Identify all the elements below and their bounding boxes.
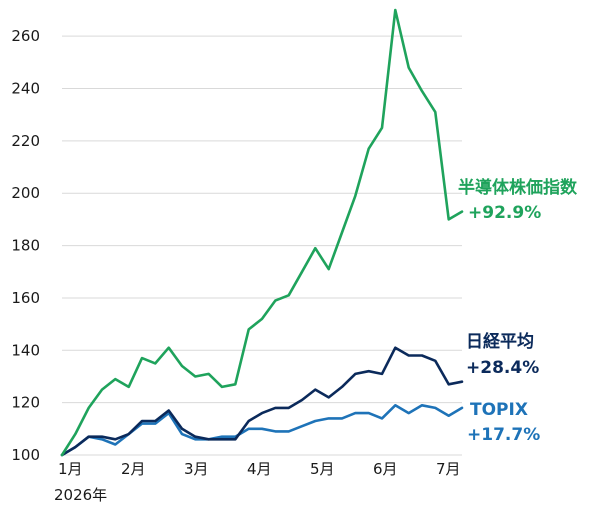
y-tick-200: 200 [11,184,40,202]
series-name-nikkei: 日経平均 [466,331,534,352]
label-topix: TOPIX +17.7% [467,400,540,445]
series-change-topix: +17.7% [467,425,540,445]
series-name-semiconductor: 半導体株価指数 [458,177,578,198]
y-tick-120: 120 [11,394,40,412]
series-layer [60,8,464,457]
x-tick-4: 4月 [247,460,272,478]
y-tick-180: 180 [11,237,40,255]
x-tick-3: 3月 [184,460,209,478]
year-label: 2026年 [54,486,107,504]
x-tick-7: 7月 [436,460,461,478]
y-tick-140: 140 [11,341,40,359]
series-name-topix: TOPIX [470,400,528,420]
label-semiconductor: 半導体株価指数 +92.9% [458,177,578,223]
series-line-semiconductor [60,8,464,457]
series-change-nikkei: +28.4% [466,358,539,378]
y-tick-260: 260 [11,27,40,45]
y-axis: 100 120 140 160 180 200 220 240 260 [11,27,40,464]
series-line-nikkei [60,346,464,457]
y-tick-220: 220 [11,132,40,150]
x-tick-5: 5月 [310,460,335,478]
x-tick-1: 1月 [58,460,83,478]
series-change-semiconductor: +92.9% [468,203,541,223]
y-tick-240: 240 [11,80,40,98]
grid-layer [62,35,462,456]
y-tick-160: 160 [11,289,40,307]
x-axis: 2026年 1月 2月 3月 4月 5月 6月 7月 [54,460,461,504]
x-tick-6: 6月 [373,460,398,478]
y-tick-100: 100 [11,446,40,464]
label-nikkei: 日経平均 +28.4% [466,331,539,378]
x-tick-2: 2月 [121,460,146,478]
